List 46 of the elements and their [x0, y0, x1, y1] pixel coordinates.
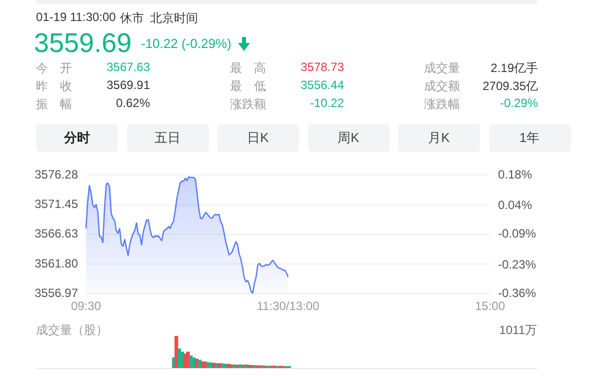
text: -10.22 (-0.29%)	[141, 36, 232, 51]
y-tick-label: 3556.97	[34, 286, 78, 300]
x-tick-label: 09:30	[70, 299, 102, 314]
text: 今 开	[36, 60, 72, 77]
y-tick-label: 3576.28	[34, 168, 78, 182]
text: -10.22	[310, 96, 344, 110]
text: 成交量（股）	[36, 322, 108, 339]
text: 1011万	[499, 322, 537, 339]
x-tick-label: 15:00	[474, 299, 506, 314]
y-tick-label: 3561.80	[34, 256, 78, 270]
text: 0.62%	[116, 96, 150, 110]
y2-tick-label: -0.09%	[498, 226, 536, 241]
y2-tick-label: -0.23%	[498, 257, 536, 272]
text: 分时	[36, 124, 118, 152]
text: 涨跌幅	[424, 96, 460, 113]
text: 3578.73	[300, 60, 344, 74]
y2-tick-label: 0.04%	[498, 198, 532, 212]
y-tick-label: 3566.63	[34, 226, 78, 241]
text: 涨跌额	[230, 96, 266, 113]
text: 北京时间	[150, 10, 198, 27]
text: 成交量	[424, 60, 460, 77]
text: 最 低	[230, 78, 266, 95]
text: 3559.69	[34, 28, 132, 59]
text: 月K	[398, 124, 480, 152]
text: 3569.91	[106, 78, 150, 92]
text: -0.29%	[500, 96, 538, 110]
text: 最 高	[230, 60, 266, 77]
text: 01-19 11:30:00	[36, 10, 116, 24]
y2-tick-label: 0.18%	[498, 168, 532, 182]
text: 成交额	[424, 78, 460, 95]
bar	[198, 360, 202, 368]
x-tick-label: 11:30/13:00	[256, 299, 320, 314]
text: 振 幅	[36, 96, 72, 113]
text: 3556.44	[300, 78, 344, 92]
bar	[186, 352, 190, 368]
y-tick-label: 3571.45	[34, 197, 78, 212]
text: 3567.63	[106, 60, 150, 74]
text: 周K	[308, 124, 390, 152]
text: 昨 收	[36, 78, 72, 95]
text: 2.19亿手	[490, 60, 538, 77]
text: 2709.35亿	[482, 78, 538, 95]
text: 五日	[126, 124, 208, 152]
text: 休市	[120, 10, 144, 27]
text: 1年	[488, 124, 570, 152]
y2-tick-label: -0.36%	[498, 286, 536, 300]
text: 日K	[217, 124, 299, 152]
